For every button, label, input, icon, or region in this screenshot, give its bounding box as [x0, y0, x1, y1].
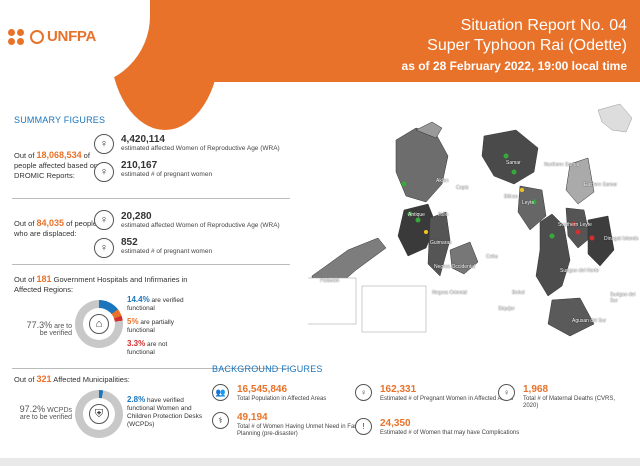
- displaced-wra-stat: 20,280 estimated affected Women of Repro…: [121, 211, 280, 229]
- header-band: [145, 0, 640, 82]
- map-label: Leyte: [522, 200, 535, 206]
- warning-icon: !: [355, 418, 372, 435]
- map-label: Negros Occidental: [434, 264, 476, 270]
- map-label: Antique: [408, 212, 425, 218]
- female-symbol-icon: ♀: [94, 210, 114, 230]
- map-label: Northern Samar: [544, 162, 580, 168]
- hospital-icon: ⌂: [89, 314, 109, 334]
- maternal-death-icon: ♀: [498, 384, 515, 401]
- map-label: Guimaras: [430, 240, 452, 246]
- map-label: Aklan: [436, 178, 449, 184]
- logo-text: UNFPA: [47, 28, 97, 45]
- affected-preg-stat: 210,167 estimated # of pregnant women: [121, 160, 213, 178]
- affected-wra-stat: 4,420,114 estimated affected Women of Re…: [121, 134, 280, 152]
- displaced-preg-stat: 852 estimated # of pregnant women: [121, 237, 213, 255]
- municipalities-verified: 2.8% have verified functional Women and …: [127, 395, 203, 429]
- report-title: Situation Report No. 04 Super Typhoon Ra…: [402, 16, 627, 76]
- divider: [12, 264, 290, 265]
- divider: [12, 198, 290, 199]
- un-globe-icon: [30, 29, 44, 44]
- map-label: Eastern Samar: [584, 182, 618, 188]
- hospitals-verified: 14.4% are verified functional: [127, 295, 184, 313]
- map-label: Bohol: [512, 290, 525, 296]
- pregnant-woman-icon: ♀: [355, 384, 372, 401]
- municipalities-center-pct: 97.2% WCPDs are to be verified: [19, 404, 72, 421]
- pregnant-woman-icon: ♀: [94, 162, 114, 182]
- municipalities-label: Out of 321 Affected Municipalities:: [14, 374, 130, 384]
- map-label: Capiz: [456, 185, 469, 191]
- title-line-2: Super Typhoon Rai (Odette): [427, 37, 627, 54]
- affected-label: Out of 18,068,534 of people affected bas…: [14, 150, 99, 180]
- logo-dots-icon: [8, 28, 24, 45]
- displaced-label: Out of 84,035 of people who are displace…: [14, 218, 98, 238]
- map-label: Samar: [506, 160, 521, 166]
- map-label: Cebu: [486, 254, 498, 260]
- background-heading: BACKGROUND FIGURES: [212, 364, 323, 374]
- people-icon: 👥: [212, 384, 229, 401]
- map-label: Iloilo: [438, 212, 449, 218]
- map-label: Surigao del Sur: [610, 292, 636, 304]
- divider: [12, 368, 290, 369]
- map-label: Southern Leyte: [558, 222, 592, 228]
- summary-heading: SUMMARY FIGURES: [14, 115, 106, 125]
- map-label: Agusan del Sur: [572, 318, 607, 324]
- family-icon: ⚕: [212, 412, 229, 429]
- female-symbol-icon: ♀: [94, 134, 114, 154]
- hospitals-notfunctional: 3.3% are not functional: [127, 339, 168, 357]
- hospitals-label: Out of 181 Government Hospitals and Infi…: [14, 274, 188, 294]
- shield-icon: ⛨: [89, 404, 109, 424]
- map-label: Surigao del Norte: [560, 268, 599, 274]
- title-line-1: Situation Report No. 04: [460, 17, 627, 34]
- map-svg: [285, 100, 640, 340]
- map-label: Palawan: [320, 278, 340, 284]
- map-label: Siquijor: [498, 306, 515, 312]
- title-line-3: as of 28 February 2022, 19:00 local time: [401, 59, 627, 73]
- bottom-strip: [0, 458, 640, 466]
- pregnant-woman-icon: ♀: [94, 238, 114, 258]
- philippines-map: Aklan Capiz Antique Iloilo Guimaras Negr…: [285, 100, 640, 340]
- hospitals-partial: 5% are partially functional: [127, 317, 174, 335]
- map-label: Biliran: [504, 194, 518, 200]
- unfpa-logo: UNFPA: [8, 28, 96, 45]
- header: UNFPA Situation Report No. 04 Super Typh…: [0, 0, 640, 130]
- hospitals-center-pct: 77.3% are to be verified: [26, 320, 72, 337]
- map-label: Negros Oriental: [432, 290, 468, 296]
- map-label: Dinagat Islands: [604, 236, 639, 242]
